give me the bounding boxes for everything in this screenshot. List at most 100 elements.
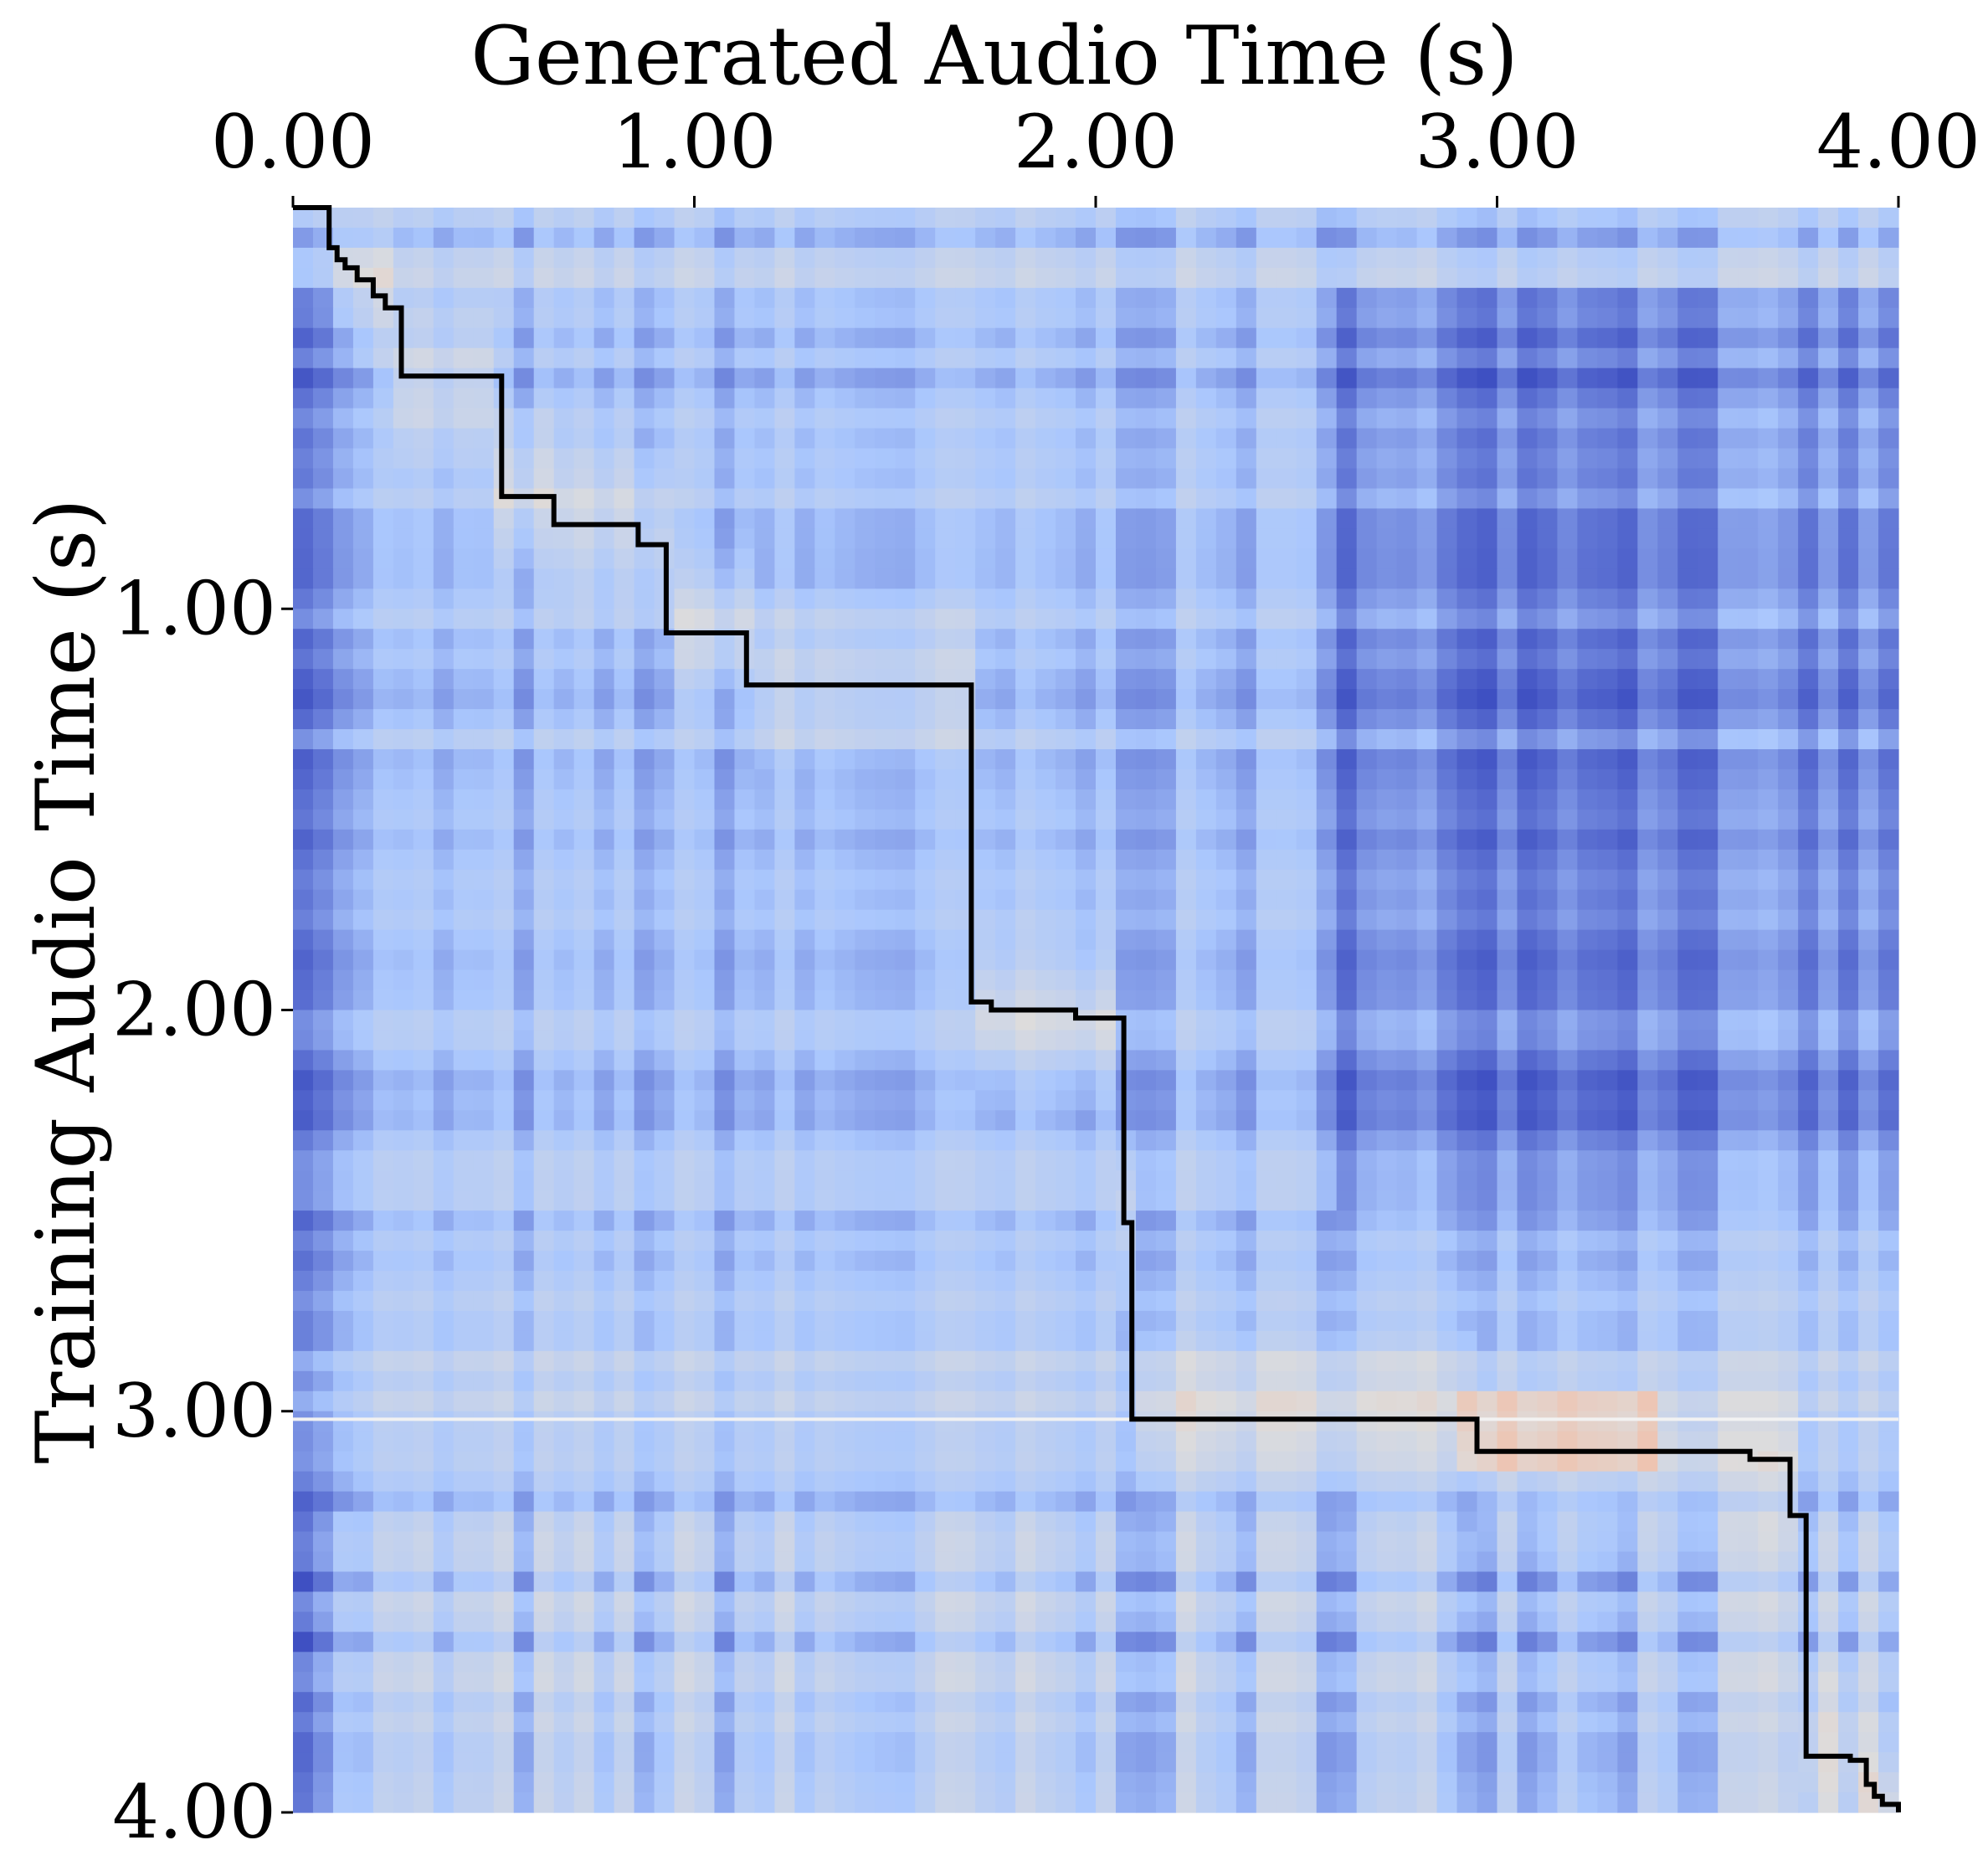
heatmap-cell	[1537, 589, 1559, 609]
heatmap-cell	[1155, 1010, 1177, 1031]
heatmap-cell	[1376, 1310, 1398, 1332]
heatmap-cell	[774, 548, 795, 569]
heatmap-cell	[1035, 1090, 1056, 1111]
heatmap-cell	[634, 267, 655, 289]
heatmap-cell	[1376, 768, 1398, 790]
heatmap-cell	[1076, 227, 1097, 249]
heatmap-cell	[372, 428, 394, 450]
heatmap-cell	[1336, 609, 1358, 630]
heatmap-cell	[674, 989, 696, 1011]
heatmap-cell	[1296, 548, 1318, 569]
heatmap-cell	[332, 789, 354, 810]
heatmap-cell	[1758, 208, 1779, 229]
heatmap-cell	[1076, 448, 1097, 470]
heatmap-cell	[1096, 508, 1117, 529]
heatmap-cell	[1617, 548, 1638, 569]
heatmap-cell	[1577, 789, 1598, 810]
heatmap-cell	[293, 1370, 314, 1392]
heatmap-cell	[1096, 468, 1117, 490]
heatmap-cell	[1557, 408, 1579, 429]
heatmap-cell	[875, 609, 896, 630]
heatmap-cell	[332, 1030, 354, 1051]
heatmap-cell	[1758, 629, 1779, 650]
heatmap-cell	[1637, 689, 1658, 710]
heatmap-cell	[413, 1090, 434, 1111]
heatmap-cell	[1175, 1170, 1197, 1191]
heatmap-cell	[1497, 1390, 1518, 1412]
heatmap-cell	[1175, 1330, 1197, 1352]
heatmap-cell	[433, 709, 455, 730]
heatmap-cell	[634, 789, 655, 810]
heatmap-cell	[654, 508, 676, 529]
heatmap-cell	[1416, 1210, 1438, 1231]
heatmap-cell	[1617, 1110, 1638, 1131]
heatmap-cell	[593, 1050, 615, 1071]
heatmap-cell	[1778, 1350, 1799, 1372]
heatmap-cell	[1215, 528, 1237, 549]
heatmap-cell	[493, 568, 515, 589]
heatmap-cell	[493, 287, 515, 309]
heatmap-cell	[875, 1110, 896, 1131]
heatmap-cell	[895, 1451, 916, 1473]
heatmap-cell	[714, 969, 736, 991]
heatmap-cell	[814, 568, 835, 589]
heatmap-cell	[1537, 528, 1559, 549]
heatmap-cell	[1015, 589, 1036, 609]
heatmap-cell	[1778, 1110, 1799, 1131]
heatmap-cell	[1195, 388, 1217, 409]
heatmap-cell	[1056, 247, 1076, 269]
heatmap-cell	[1135, 1070, 1157, 1091]
heatmap-cell	[453, 768, 475, 790]
heatmap-cell	[1175, 1350, 1197, 1372]
heatmap-cell	[875, 929, 896, 951]
heatmap-cell	[293, 1310, 314, 1332]
heatmap-cell	[1376, 1010, 1398, 1031]
heatmap-cell	[453, 1050, 475, 1071]
heatmap-cell	[1738, 267, 1759, 289]
heatmap-cell	[794, 709, 815, 730]
heatmap-cell	[1316, 849, 1338, 871]
heatmap-cell	[453, 327, 475, 349]
heatmap-cell	[1235, 669, 1257, 690]
heatmap-cell	[714, 327, 736, 349]
heatmap-cell	[1758, 1350, 1779, 1372]
heatmap-cell	[493, 909, 515, 931]
heatmap-cell	[1718, 1050, 1739, 1071]
heatmap-cell	[814, 267, 835, 289]
heatmap-cell	[1597, 1290, 1618, 1312]
heatmap-cell	[1356, 1310, 1378, 1332]
heatmap-cell	[794, 789, 815, 810]
heatmap-cell	[734, 388, 756, 409]
heatmap-cell	[995, 548, 1016, 569]
heatmap-cell	[634, 748, 655, 770]
heatmap-cell	[1517, 1130, 1539, 1151]
heatmap-cell	[312, 1210, 334, 1231]
heatmap-cell	[1256, 1310, 1277, 1332]
heatmap-cell	[553, 1390, 575, 1412]
heatmap-cell	[1878, 689, 1899, 710]
heatmap-cell	[1577, 347, 1598, 369]
heatmap-cell	[553, 1150, 575, 1171]
heatmap-cell	[915, 1411, 936, 1432]
heatmap-cell	[1296, 1370, 1318, 1392]
heatmap-cell	[875, 689, 896, 710]
heatmap-cell	[1758, 1390, 1779, 1412]
heatmap-cell	[1376, 1290, 1398, 1312]
heatmap-cell	[714, 829, 736, 851]
heatmap-cell	[654, 488, 676, 510]
heatmap-cell	[654, 1050, 676, 1071]
heatmap-cell	[1677, 368, 1698, 389]
heatmap-cell	[654, 1190, 676, 1211]
heatmap-cell	[634, 368, 655, 389]
heatmap-cell	[754, 408, 776, 429]
heatmap-cell	[1056, 468, 1076, 490]
heatmap-cell	[1316, 1070, 1338, 1091]
heatmap-cell	[1416, 227, 1438, 249]
heatmap-cell	[413, 327, 434, 349]
heatmap-cell	[1456, 1330, 1478, 1352]
heatmap-cell	[1135, 347, 1157, 369]
heatmap-cell	[1336, 307, 1358, 329]
heatmap-cell	[1076, 1070, 1097, 1091]
heatmap-cell	[573, 1150, 595, 1171]
heatmap-cell	[1056, 689, 1076, 710]
